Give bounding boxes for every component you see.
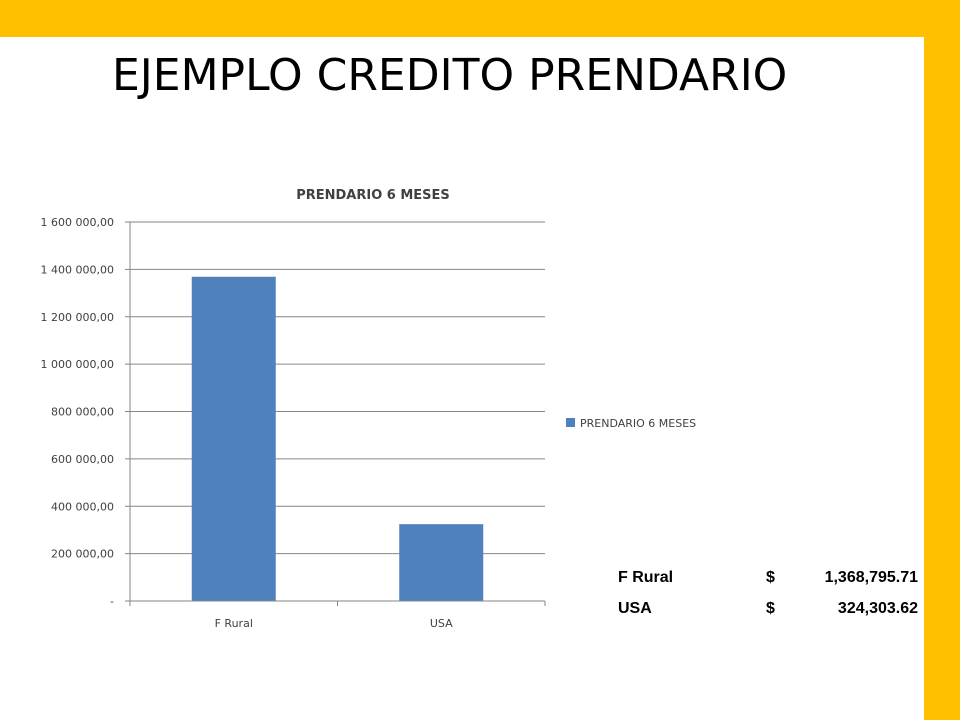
legend-swatch <box>566 418 575 427</box>
y-tick-label: - <box>110 595 114 608</box>
bar-f-rural <box>191 276 276 601</box>
row-label: F Rural <box>618 568 674 586</box>
y-axis-tick-labels: - 200 000,00 400 000,00 600 000,00 800 000,0… <box>41 216 130 608</box>
slide-title: EJEMPLO CREDITO PRENDARIO <box>112 50 788 101</box>
row-label: USA <box>618 599 652 617</box>
y-tick-label: 1 400 000,00 <box>41 263 114 276</box>
summary-table: F Rural $ 1,368,795.71 USA $ 324,303.62 <box>606 562 918 624</box>
table-row: F Rural $ 1,368,795.71 <box>606 562 918 593</box>
y-tick-label: 200 000,00 <box>51 548 114 561</box>
bar-chart: PRENDARIO 6 MESES - 200 000,00 400 000,00 6… <box>41 188 697 630</box>
y-tick-label: 1 000 000,00 <box>41 358 114 371</box>
row-amount: 324,303.62 <box>837 599 918 617</box>
chart-title: PRENDARIO 6 MESES <box>296 188 450 203</box>
y-tick-label: 800 000,00 <box>51 406 114 419</box>
y-tick-label: 1 200 000,00 <box>41 311 114 324</box>
x-tick-label: USA <box>430 617 453 630</box>
chart-legend: PRENDARIO 6 MESES <box>566 417 696 430</box>
row-amount: 1,368,795.71 <box>824 568 918 586</box>
row-currency: $ <box>766 568 775 586</box>
y-tick-label: 600 000,00 <box>51 453 114 466</box>
bars <box>191 276 484 601</box>
y-tick-label: 400 000,00 <box>51 500 114 513</box>
legend-label: PRENDARIO 6 MESES <box>580 417 696 430</box>
right-accent-bar <box>924 0 960 720</box>
table-row: USA $ 324,303.62 <box>606 593 918 624</box>
bar-usa <box>399 524 484 601</box>
row-currency: $ <box>766 599 775 617</box>
top-accent-bar <box>0 0 960 37</box>
x-tick-label: F Rural <box>215 617 253 630</box>
x-axis-tick-labels: F Rural USA <box>129 601 546 630</box>
y-tick-label: 1 600 000,00 <box>41 216 114 229</box>
